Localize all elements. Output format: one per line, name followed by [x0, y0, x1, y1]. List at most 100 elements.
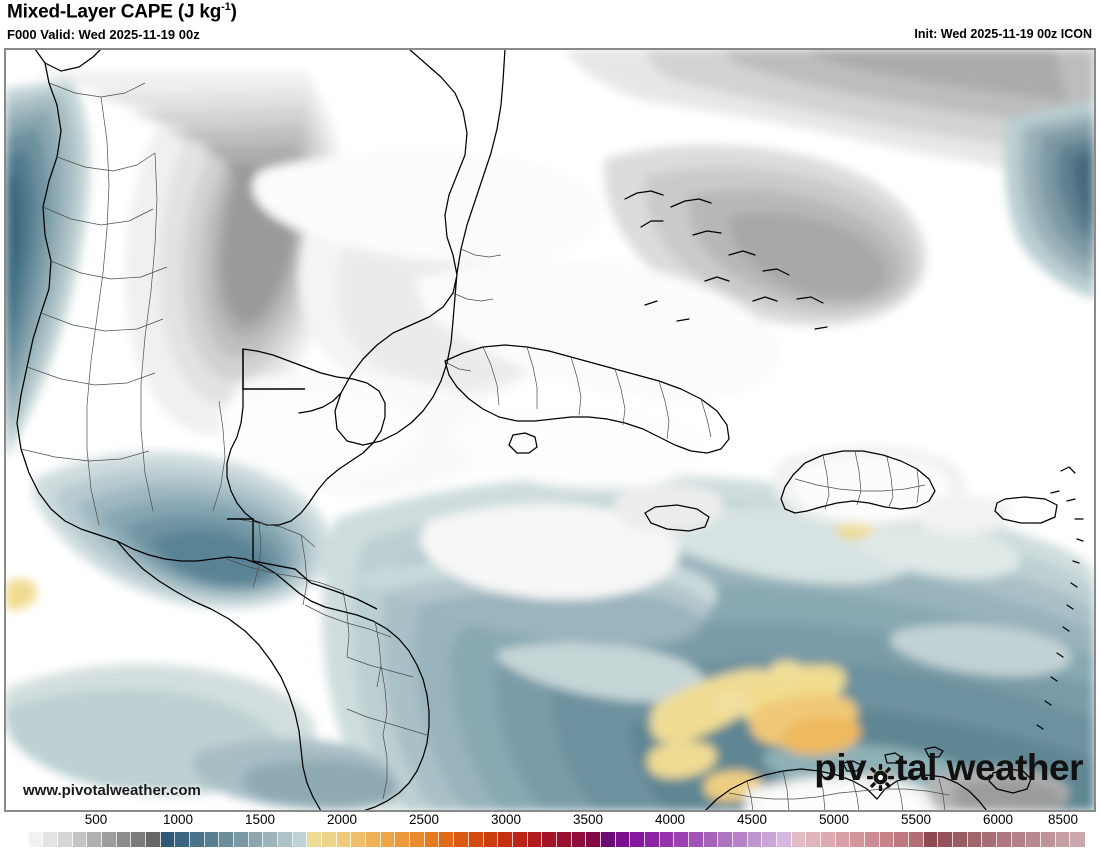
colorbar-swatch — [307, 832, 323, 847]
national-borders — [227, 349, 378, 610]
logo-text-part1: piv — [814, 747, 867, 788]
colorbar-tick-labels: 500 1000 1500 2000 2500 3000 3500 4000 4500 5000 5… — [0, 812, 1100, 831]
colorbar-swatch — [527, 832, 543, 847]
colorbar-swatch — [776, 832, 792, 847]
colorbar-swatch — [542, 832, 557, 847]
colorbar-swatch — [659, 832, 675, 847]
colorbar-swatch — [175, 832, 191, 847]
gear-sun-icon — [867, 758, 895, 791]
colorbar-tick: 5000 — [818, 812, 850, 827]
colorbar-swatch — [762, 832, 777, 847]
colorbar-tick: 6000 — [982, 812, 1014, 827]
colorbar-swatch — [498, 832, 513, 847]
colorbar-swatch — [644, 832, 660, 847]
cape-contour-field — [5, 49, 1095, 811]
colorbar-swatch — [1011, 832, 1027, 847]
colorbar-swatch — [630, 832, 645, 847]
colorbar-swatch — [512, 832, 528, 847]
colorbar-swatch — [58, 832, 73, 847]
colorbar-swatch — [1055, 832, 1071, 847]
site-credit: www.pivotalweather.com — [23, 782, 201, 799]
header: Mixed-Layer CAPE (J kg-1) F000 Valid: We… — [0, 0, 1100, 48]
colorbar-swatch — [923, 832, 939, 847]
colorbar-swatch — [336, 832, 352, 847]
colorbar-swatch — [14, 832, 29, 847]
colorbar-swatch — [894, 832, 909, 847]
colorbar-tick: 3000 — [490, 812, 522, 827]
colorbar-tick: 4500 — [736, 812, 768, 827]
colorbar-swatch — [28, 832, 44, 847]
colorbar-swatch — [718, 832, 733, 847]
colorbar-swatch — [248, 832, 264, 847]
colorbar-swatch — [87, 832, 103, 847]
colorbar[interactable]: 500 1000 1500 2000 2500 3000 3500 4000 4500 5000 5… — [0, 812, 1100, 850]
colorbar-swatch — [292, 832, 308, 847]
colorbar-swatch — [879, 832, 895, 847]
colorbar-swatch — [278, 832, 293, 847]
colorbar-tick: 5500 — [900, 812, 932, 827]
colorbar-swatch — [483, 832, 499, 847]
colorbar-swatch — [322, 832, 337, 847]
colorbar-swatch — [600, 832, 616, 847]
map-canvas[interactable]: www.pivotalweather.com piv — [4, 48, 1096, 812]
colorbar-swatch — [982, 832, 998, 847]
colorbar-swatches[interactable] — [14, 832, 1086, 847]
page-title-exponent: -1 — [221, 1, 231, 13]
colorbar-swatch — [571, 832, 587, 847]
colorbar-tick: 4000 — [654, 812, 686, 827]
colorbar-swatch — [395, 832, 411, 847]
colorbar-tick: 2500 — [408, 812, 440, 827]
colorbar-swatch — [688, 832, 704, 847]
colorbar-swatch — [234, 832, 249, 847]
colorbar-swatch — [806, 832, 821, 847]
colorbar-swatch — [938, 832, 953, 847]
colorbar-tick: 2000 — [326, 812, 358, 827]
colorbar-swatch — [190, 832, 205, 847]
colorbar-tick: 500 — [84, 812, 108, 827]
colorbar-swatch — [204, 832, 220, 847]
colorbar-swatch — [468, 832, 484, 847]
colorbar-swatch — [160, 832, 176, 847]
colorbar-tick: 1500 — [244, 812, 276, 827]
colorbar-swatch — [967, 832, 983, 847]
colorbar-swatch — [116, 832, 132, 847]
valid-time-label: F000 Valid: Wed 2025-11-19 00z — [7, 27, 200, 42]
colorbar-tick: 3500 — [572, 812, 604, 827]
colorbar-swatch — [997, 832, 1012, 847]
colorbar-swatch — [1070, 832, 1086, 847]
colorbar-swatch — [850, 832, 865, 847]
colorbar-swatch — [219, 832, 235, 847]
colorbar-swatch — [732, 832, 748, 847]
colorbar-swatch — [146, 832, 161, 847]
colorbar-swatch — [351, 832, 367, 847]
colorbar-swatch — [366, 832, 381, 847]
page-title-tail: ) — [230, 1, 237, 23]
colorbar-swatch — [439, 832, 455, 847]
colorbar-swatch — [835, 832, 851, 847]
colorbar-swatch — [454, 832, 469, 847]
colorbar-tick: 1000 — [162, 812, 194, 827]
colorbar-swatch — [615, 832, 631, 847]
coastlines — [16, 49, 1084, 811]
colorbar-swatch — [410, 832, 425, 847]
colorbar-swatch — [263, 832, 279, 847]
colorbar-swatch — [131, 832, 147, 847]
colorbar-swatch — [674, 832, 689, 847]
administrative-borders — [20, 82, 950, 811]
colorbar-swatch — [747, 832, 763, 847]
colorbar-swatch — [791, 832, 807, 847]
colorbar-swatch — [586, 832, 601, 847]
colorbar-swatch — [703, 832, 719, 847]
colorbar-swatch — [908, 832, 924, 847]
pivotal-weather-logo: piv tal — [814, 747, 1083, 791]
colorbar-swatch — [72, 832, 88, 847]
colorbar-tick: 8500 — [1047, 812, 1079, 827]
colorbar-swatch — [102, 832, 117, 847]
colorbar-swatch — [380, 832, 396, 847]
colorbar-swatch — [820, 832, 836, 847]
page-title: Mixed-Layer CAPE (J kg-1) — [7, 1, 237, 23]
page-title-main: Mixed-Layer CAPE (J kg — [7, 1, 222, 23]
colorbar-swatch — [556, 832, 572, 847]
colorbar-swatch — [424, 832, 440, 847]
logo-text-part2: tal weather — [895, 747, 1083, 788]
